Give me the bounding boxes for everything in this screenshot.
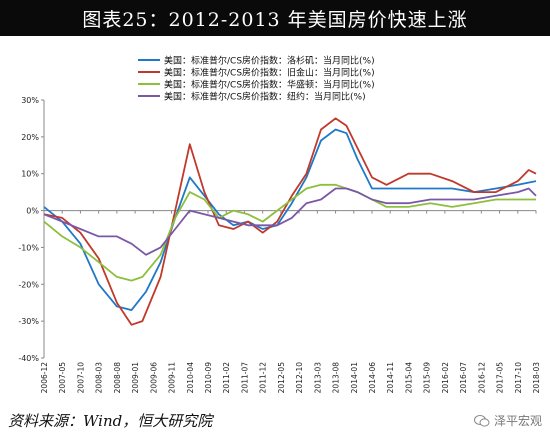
x-tick-label: 2007-10 xyxy=(76,362,85,394)
x-tick-label: 2018-03 xyxy=(532,362,541,394)
line-chart: 30% 20% 10% 0% -10% -20% -30% -40%2006-12 2007-0… xyxy=(18,55,541,394)
wechat-icon xyxy=(473,414,490,427)
chart-title: 图表25：2012-2013 年美国房价快速上涨 xyxy=(82,8,468,31)
y-tick-label: 0% xyxy=(26,207,39,216)
x-tick-label: 2014-06 xyxy=(368,362,377,394)
legend-label: 美国：标准普尔/CS房价指数：华盛顿：当月同比(%) xyxy=(164,79,375,91)
legend-label: 美国：标准普尔/CS房价指数：洛杉矶：当月同比(%) xyxy=(164,55,375,67)
x-tick-label: 2010-04 xyxy=(186,362,195,394)
x-tick-label: 2016-02 xyxy=(441,362,450,394)
x-tick-label: 2012-05 xyxy=(277,362,286,394)
x-tick-label: 2011-02 xyxy=(222,362,231,394)
x-tick-label: 2011-12 xyxy=(259,362,268,394)
y-tick-label: 10% xyxy=(21,170,39,179)
x-tick-label: 2015-09 xyxy=(423,362,432,394)
x-tick-label: 2015-04 xyxy=(404,362,413,394)
title-bar: 图表25：2012-2013 年美国房价快速上涨 xyxy=(0,0,550,36)
x-tick-label: 2017-05 xyxy=(496,362,505,394)
y-tick-label: -20% xyxy=(18,280,39,289)
x-tick-label: 2009-01 xyxy=(131,362,140,394)
x-tick-label: 2007-05 xyxy=(58,362,67,394)
series-line xyxy=(43,117,537,326)
x-tick-label: 2010-09 xyxy=(204,362,213,394)
x-tick-label: 2013-03 xyxy=(313,362,322,394)
y-tick-label: 30% xyxy=(21,96,39,105)
x-tick-label: 2009-06 xyxy=(149,362,158,394)
x-tick-label: 2009-11 xyxy=(168,362,177,394)
watermark-text: 泽平宏观 xyxy=(493,414,542,428)
x-tick-label: 2017-10 xyxy=(514,362,523,394)
watermark: 泽平宏观 xyxy=(473,412,542,429)
source-note: 资料来源：Wind，恒大研究院 xyxy=(8,412,213,430)
x-tick-label: 2008-03 xyxy=(95,362,104,394)
y-tick-label: -40% xyxy=(18,354,39,363)
x-tick-label: 2012-10 xyxy=(295,362,304,394)
x-tick-label: 2014-11 xyxy=(386,362,395,394)
x-tick-label: 2016-07 xyxy=(459,362,468,394)
x-tick-label: 2014-01 xyxy=(350,362,359,394)
y-tick-label: -30% xyxy=(18,317,39,326)
legend-label: 美国：标准普尔/CS房价指数：旧金山：当月同比(%) xyxy=(164,67,375,79)
x-tick-label: 2016-12 xyxy=(477,362,486,394)
x-tick-label: 2008-08 xyxy=(113,362,122,394)
series-line xyxy=(43,183,536,282)
series-line xyxy=(43,187,537,256)
y-tick-label: -10% xyxy=(18,243,39,252)
legend-label: 美国：标准普尔/CS房价指数：纽约：当月同比(%) xyxy=(164,91,366,103)
y-tick-label: 20% xyxy=(21,133,39,142)
x-tick-label: 2011-07 xyxy=(240,362,249,394)
x-tick-label: 2013-08 xyxy=(332,362,341,394)
x-tick-label: 2006-12 xyxy=(40,362,49,394)
